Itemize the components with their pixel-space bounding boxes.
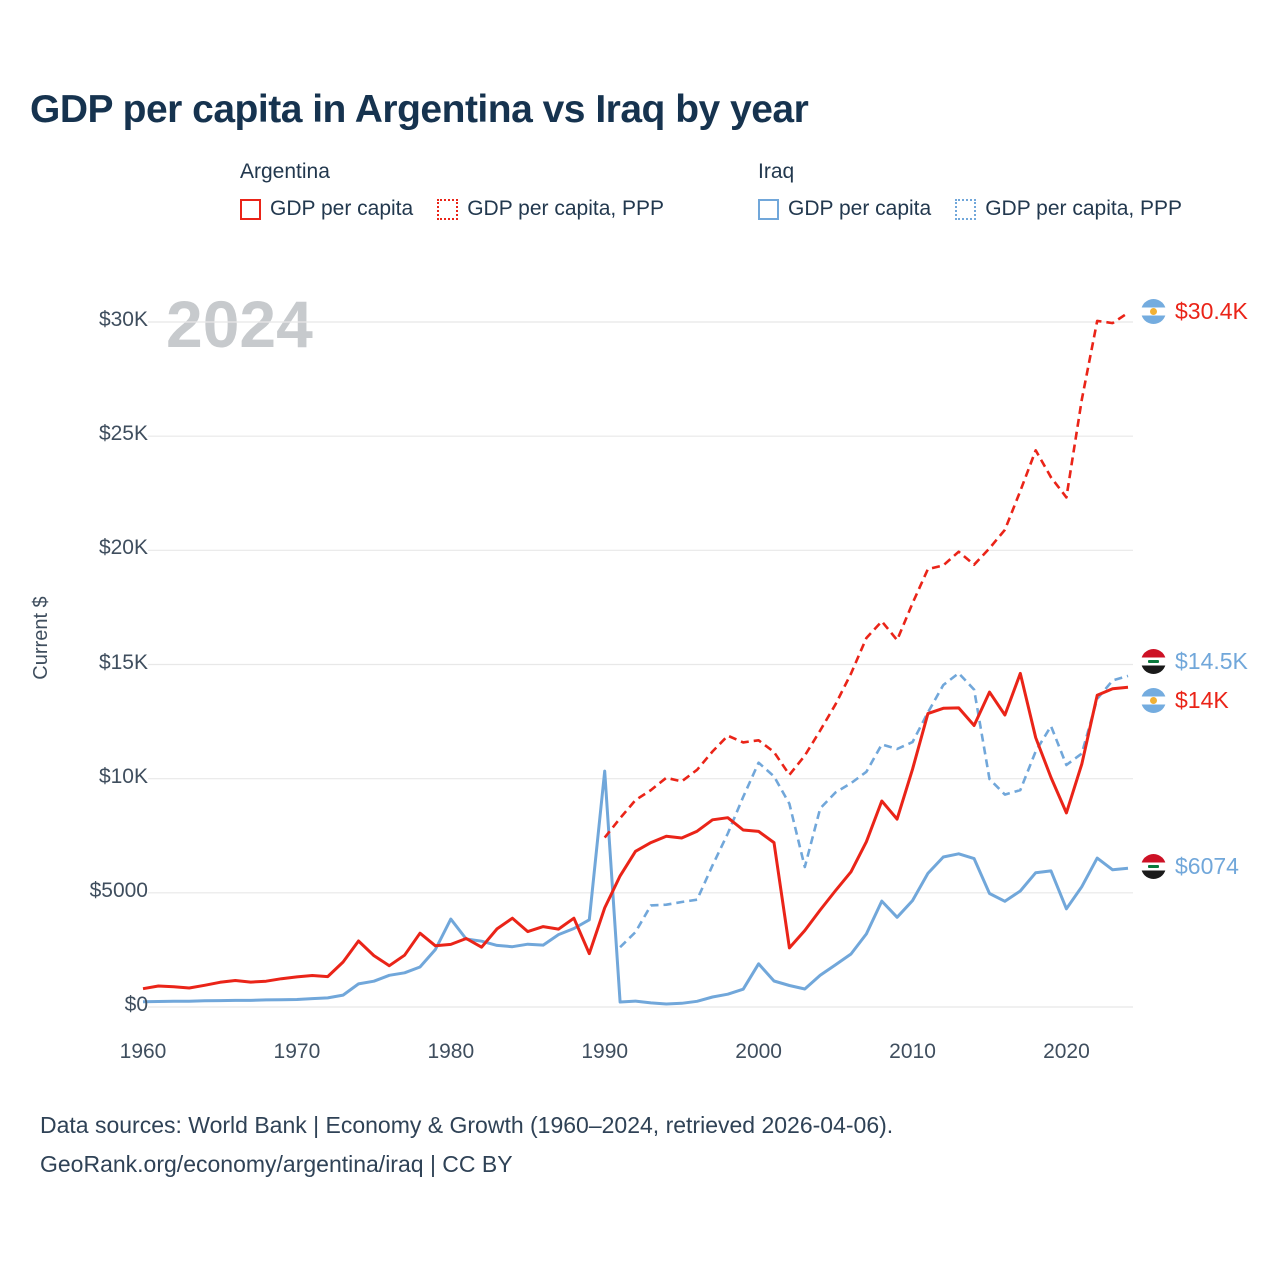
iraq-flag-icon	[1141, 854, 1166, 879]
legend-item-iraq-ppp[interactable]: GDP per capita, PPP	[955, 197, 1182, 221]
legend-item-label: GDP per capita	[788, 197, 932, 220]
legend-item-label: GDP per capita	[270, 197, 414, 220]
legend-swatch-blue-dotted-icon	[955, 198, 977, 220]
x-axis-tick-label: 1960	[119, 1040, 167, 1063]
legend-swatch-blue-solid-icon	[758, 198, 779, 220]
legend-item-argentina-gdp[interactable]: GDP per capita	[240, 197, 413, 221]
x-axis-tick-label: 1990	[581, 1040, 629, 1063]
y-axis-tick-label: $20K	[98, 536, 148, 560]
watermark-year: 2024	[166, 287, 313, 361]
legend-group-title-iraq: Iraq	[758, 160, 795, 183]
series-line-argentina-gdp	[142, 671, 1129, 991]
end-label-iraq-gdp: $6074	[1141, 853, 1239, 880]
end-label-value: $6074	[1175, 853, 1239, 879]
iraq-flag-icon	[1141, 649, 1166, 674]
y-axis-tick-label: $30K	[98, 308, 148, 331]
legend-item-label: GDP per capita, PPP	[985, 197, 1183, 220]
y-axis-tick-label: $5000	[89, 878, 148, 902]
end-label-value: $30.4K	[1175, 298, 1248, 324]
legend-group-iraq: Iraq GDP per capita GDP per capita, PPP	[758, 160, 1182, 221]
argentina-flag-icon	[1141, 688, 1166, 713]
legend-item-label: GDP per capita, PPP	[467, 197, 665, 220]
end-label-value: $14K	[1175, 687, 1229, 713]
x-axis-tick-label: 2020	[1043, 1040, 1090, 1063]
y-axis-tick-label: $15K	[98, 650, 148, 674]
y-axis-tick-label: $10K	[98, 764, 148, 788]
legend-group-argentina: Argentina GDP per capita GDP per capita,…	[240, 160, 664, 221]
x-axis-tick-label: 1980	[427, 1040, 475, 1063]
argentina-flag-icon	[1141, 299, 1166, 324]
x-axis-tick-label: 2010	[889, 1040, 936, 1063]
x-axis-tick-label: 2000	[735, 1040, 782, 1063]
page-title: GDP per capita in Argentina vs Iraq by y…	[30, 88, 809, 131]
end-label-argentina-ppp: $30.4K	[1141, 298, 1248, 325]
series-line-iraq-gdp	[142, 769, 1129, 1006]
series-line-argentina-ppp	[603, 311, 1129, 839]
series-line-iraq-ppp	[619, 671, 1129, 949]
legend-group-title-argentina: Argentina	[240, 160, 330, 183]
footer: Data sources: World Bank | Economy & Gro…	[40, 1106, 893, 1184]
legend-swatch-red-dotted-icon	[437, 198, 459, 220]
end-label-iraq-ppp: $14.5K	[1141, 648, 1248, 675]
end-label-value: $14.5K	[1175, 648, 1248, 674]
y-axis-tick-label: $0	[124, 993, 148, 1016]
legend-swatch-red-solid-icon	[240, 198, 261, 220]
legend-item-iraq-gdp[interactable]: GDP per capita	[758, 197, 931, 221]
y-axis-tick-label: $25K	[98, 422, 148, 446]
footer-attribution: GeoRank.org/economy/argentina/iraq | CC …	[40, 1151, 513, 1177]
legend-item-argentina-ppp[interactable]: GDP per capita, PPP	[437, 197, 664, 221]
end-label-argentina-gdp: $14K	[1141, 687, 1229, 714]
footer-data-sources: Data sources: World Bank | Economy & Gro…	[40, 1112, 894, 1138]
x-axis-tick-label: 1970	[273, 1040, 321, 1063]
